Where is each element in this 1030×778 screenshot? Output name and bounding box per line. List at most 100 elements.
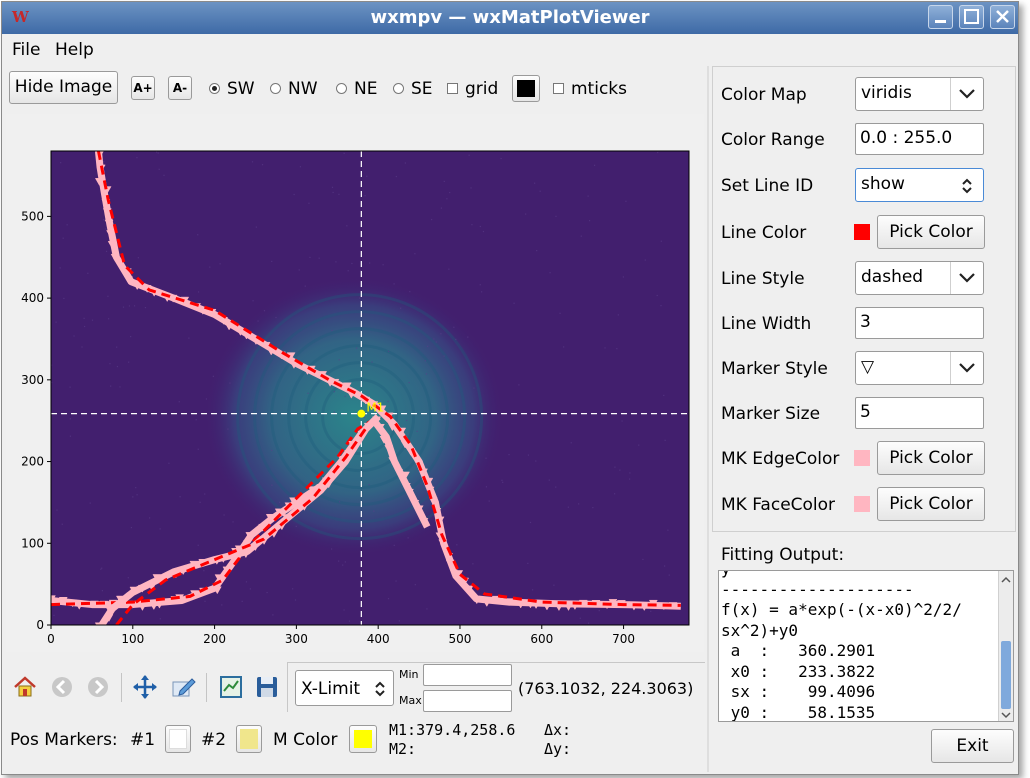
grid-label: grid — [465, 79, 499, 99]
image-plot[interactable]: M1 0 100 200 300 400 500 600 700 0 100 200 300 400 500 — [6, 114, 704, 652]
menu-file[interactable]: File — [12, 40, 41, 60]
noise-speck — [351, 262, 353, 265]
exit-button[interactable]: Exit — [931, 729, 1014, 763]
series-profile_rising-marker — [149, 602, 159, 611]
image-layer: M1 — [51, 151, 689, 625]
mk-edge-color-pick-button[interactable]: Pick Color — [877, 441, 985, 475]
max-input[interactable] — [423, 690, 512, 712]
font-decrease-button[interactable]: A- — [168, 76, 192, 100]
noise-speck — [404, 162, 406, 164]
close-button[interactable] — [990, 5, 1015, 29]
minimize-button[interactable] — [928, 5, 953, 29]
pan-button[interactable] — [132, 674, 158, 700]
plot-panel: M1 0 100 200 300 400 500 600 700 0 100 200 300 400 500 — [6, 114, 704, 652]
series-profile_diag-marker — [282, 514, 292, 522]
home-icon — [14, 676, 36, 697]
noise-speck — [293, 193, 295, 196]
hide-image-button[interactable]: Hide Image — [9, 71, 118, 104]
line-style-select[interactable]: dashed — [855, 261, 984, 295]
title-bar: W wxmpv — wxMatPlotViewer — [2, 2, 1018, 34]
mcolor-button[interactable] — [349, 725, 377, 753]
series-profile_falling-marker — [482, 599, 492, 607]
line-width-label: Line Width — [721, 314, 812, 334]
noise-speck — [51, 364, 53, 366]
noise-speck — [555, 486, 557, 488]
noise-speck — [81, 346, 83, 348]
line-color-pick-button[interactable]: Pick Color — [877, 215, 985, 249]
noise-speck — [406, 419, 408, 422]
grid-color-button[interactable] — [512, 75, 540, 102]
noise-speck — [116, 365, 119, 368]
marker2-color-button[interactable] — [236, 725, 262, 753]
noise-speck — [426, 608, 428, 610]
forward-button[interactable] — [85, 674, 111, 700]
fitting-output-text[interactable]: y -------------------- f(x) = a*exp(-(x-… — [718, 570, 1014, 722]
line-id-select[interactable]: show — [855, 168, 984, 202]
min-input[interactable] — [423, 664, 512, 686]
back-button[interactable] — [49, 674, 75, 700]
noise-speck — [485, 486, 488, 488]
menu-help[interactable]: Help — [55, 40, 94, 60]
mk-face-color-pick-button[interactable]: Pick Color — [877, 487, 985, 521]
grid-checkbox[interactable] — [447, 83, 458, 94]
maximize-button[interactable] — [959, 5, 984, 29]
noise-speck — [425, 373, 428, 375]
origin-sw-radio[interactable] — [209, 83, 220, 94]
origin-se-radio[interactable] — [393, 83, 404, 94]
scrollbar[interactable] — [998, 571, 1013, 721]
min-label: Min — [399, 668, 419, 681]
noise-speck — [308, 202, 310, 204]
series-profile_falling-marker — [110, 253, 120, 262]
noise-speck — [470, 187, 472, 189]
noise-speck — [587, 622, 590, 624]
noise-speck — [604, 347, 606, 349]
noise-speck — [508, 453, 510, 456]
color-range-label: Color Range — [721, 130, 825, 150]
noise-speck — [440, 333, 442, 335]
noise-speck — [387, 350, 390, 353]
noise-speck — [592, 506, 594, 509]
fitting-output-label: Fitting Output: — [721, 545, 845, 565]
noise-speck — [255, 226, 257, 228]
limit-select[interactable]: X-Limit — [295, 670, 394, 706]
mticks-checkbox[interactable] — [553, 83, 564, 94]
interference-ring — [321, 378, 399, 456]
line-width-input[interactable]: 3 — [855, 307, 984, 339]
edit-button[interactable] — [170, 674, 196, 700]
marker-style-select[interactable]: ▽ — [855, 351, 984, 385]
noise-speck — [195, 419, 197, 421]
noise-speck — [355, 347, 358, 349]
noise-speck — [330, 385, 332, 388]
scrollbar-thumb[interactable] — [1001, 641, 1011, 709]
home-button[interactable] — [12, 674, 38, 700]
noise-speck — [531, 589, 534, 591]
noise-speck — [163, 174, 165, 176]
series-profile_rising-fit — [51, 419, 373, 607]
interference-ring — [236, 293, 484, 541]
color-range-input[interactable]: 0.0 : 255.0 — [855, 123, 984, 155]
fit-chart-icon — [220, 676, 242, 698]
noise-speck — [347, 270, 349, 272]
noise-speck — [580, 235, 582, 237]
noise-speck — [567, 506, 569, 508]
panel-splitter[interactable] — [707, 66, 709, 772]
origin-ne-radio[interactable] — [336, 83, 347, 94]
color-map-select[interactable]: viridis — [855, 77, 984, 111]
noise-speck — [614, 466, 616, 468]
noise-speck — [387, 400, 389, 403]
marker1-color-button[interactable] — [165, 725, 191, 753]
series-profile_rising-marker — [375, 423, 385, 432]
noise-speck — [132, 496, 134, 498]
noise-speck — [456, 544, 458, 546]
save-button[interactable] — [254, 674, 280, 700]
font-increase-button[interactable]: A+ — [131, 76, 155, 100]
marker-size-input[interactable]: 5 — [855, 397, 984, 429]
noise-speck — [133, 305, 136, 307]
series-profile_falling-marker — [198, 307, 208, 315]
noise-speck — [409, 291, 411, 293]
noise-speck — [87, 272, 89, 274]
noise-speck — [529, 521, 532, 524]
origin-nw-radio[interactable] — [270, 83, 281, 94]
noise-speck — [127, 577, 129, 579]
fit-view-button[interactable] — [218, 674, 244, 700]
